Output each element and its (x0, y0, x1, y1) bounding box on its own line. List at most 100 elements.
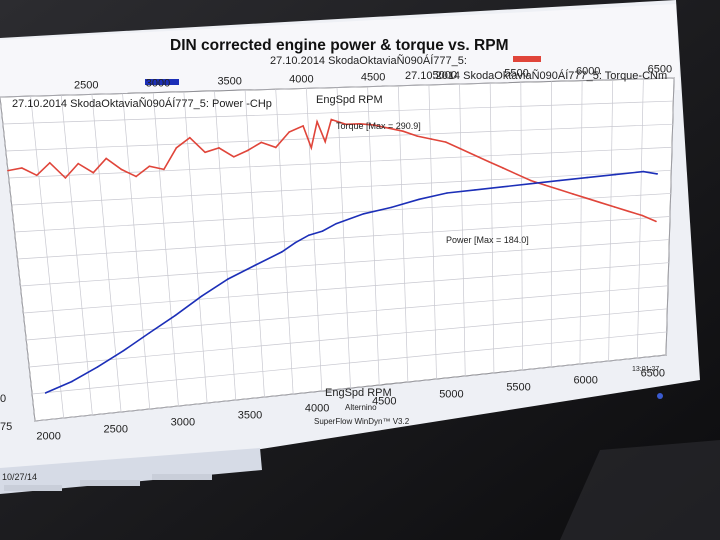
torque-point (21, 167, 23, 169)
power-legend-swatch (145, 79, 179, 85)
taskbar[interactable] (0, 448, 262, 494)
torque-point (36, 174, 38, 177)
taskbar-button-3[interactable] (152, 474, 212, 480)
power-legend: 27.10.2014 SkodaOktaviaÑ090ÁÍ777_5: Powe… (12, 97, 272, 110)
bottom-axis-ticks: 2000 2500 3000 3500 4000 4500 5000 5500 6000 6500 (36, 367, 665, 442)
torque-point (501, 167, 504, 169)
grid-lines (0, 77, 675, 422)
torque-point (530, 179, 532, 182)
torque-point (302, 125, 304, 127)
grid-line-horizontal (8, 146, 673, 179)
power-point (446, 192, 448, 194)
torque-point (613, 206, 616, 208)
torque-point (260, 141, 263, 144)
power-point (614, 173, 616, 176)
torque-point (189, 136, 191, 139)
bottom-tick-label: 5000 (439, 388, 463, 400)
chart-title: DIN corrected engine power & torque vs. … (170, 37, 508, 54)
torque-point (105, 157, 107, 160)
torque-point (641, 214, 644, 217)
torque-point (416, 135, 419, 137)
torque-point (487, 160, 490, 163)
torque-point (77, 162, 80, 165)
top-tick-label: 5500 (504, 67, 528, 79)
bottom-tick-label: 3500 (238, 410, 262, 422)
grid-line-horizontal (14, 193, 671, 233)
power-point (148, 332, 151, 334)
top-axis-label: EngSpd RPM (316, 94, 383, 106)
top-tick-label: 4000 (289, 74, 313, 86)
bottom-tick-label: 5500 (506, 381, 530, 393)
run-date-top: 27.10.2014 SkodaOktaviaÑ090ÁÍ777_5: (270, 54, 467, 67)
power-max-label: Power [Max = 184.0] (446, 235, 529, 245)
torque-legend: 27.10.2014 SkodaOktaviaÑ090ÁÍ777_5: Torq… (405, 69, 667, 82)
torque-point (572, 193, 574, 195)
taskbar-button-2[interactable] (80, 480, 140, 486)
torque-point (459, 147, 461, 150)
power-point (307, 234, 310, 237)
torque-max-label: Torque [Max = 290.9] (336, 121, 421, 131)
torque-point (163, 168, 165, 171)
power-point (335, 222, 337, 225)
power-point (321, 230, 324, 232)
taskbar-date: 10/27/14 (2, 472, 37, 482)
torque-point (359, 122, 361, 125)
power-point (586, 176, 588, 179)
torque-point (7, 169, 9, 172)
grid-line-horizontal (0, 77, 675, 98)
bottom-tick-label: 6500 (641, 367, 665, 379)
torque-point (316, 120, 318, 123)
top-tick-label: 6500 (648, 63, 672, 75)
power-point (642, 170, 645, 173)
torque-point (402, 130, 404, 133)
top-tick-label: 2500 (74, 80, 98, 92)
torque-point (218, 147, 220, 149)
torque-point (544, 184, 546, 186)
power-point (418, 198, 420, 201)
power-point (174, 314, 177, 317)
torque-point (175, 146, 178, 149)
bottom-tick-label: 2500 (104, 424, 128, 436)
top-tick-label: 5000 (433, 69, 457, 81)
power-point (294, 241, 297, 244)
footer-company: Alternino (345, 403, 377, 412)
power-point (254, 264, 256, 267)
taskbar-button-1[interactable] (4, 485, 62, 491)
grid-line-horizontal (20, 239, 670, 287)
top-tick-label: 3500 (217, 76, 241, 88)
grid-line-horizontal (17, 216, 671, 260)
grid-line-horizontal (29, 308, 668, 368)
torque-point (344, 123, 347, 126)
torque-point (135, 175, 137, 178)
torque-point (92, 171, 95, 174)
torque-point (586, 197, 588, 200)
torque-point (627, 210, 630, 213)
footer-software: SuperFlow WinDyn™ V3.2 (314, 417, 410, 426)
torque-point (48, 162, 51, 164)
power-point (44, 392, 47, 394)
power-point (474, 189, 476, 191)
power-point (227, 278, 229, 280)
grid-line-horizontal (5, 123, 673, 152)
power-led (657, 393, 663, 399)
power-point (362, 213, 365, 215)
bottom-tick-label: 3000 (171, 417, 195, 429)
left-edge-label-1: 75 (0, 421, 12, 433)
power-point (530, 182, 532, 185)
torque-point (430, 138, 433, 140)
bottom-tick-label: 4500 (372, 395, 396, 407)
power-point (96, 366, 99, 368)
torque-point (64, 177, 67, 179)
torque-point (558, 188, 560, 191)
torque-point (288, 131, 290, 133)
torque-point (655, 220, 657, 223)
grid-line-horizontal (32, 331, 667, 395)
bottom-tick-label: 6000 (573, 374, 597, 386)
torque-legend-swatch (513, 56, 541, 62)
torque-point (445, 141, 447, 143)
left-edge-label-0: 0 (0, 393, 6, 405)
top-tick-label: 3000 (146, 78, 170, 90)
power-point (390, 206, 393, 209)
